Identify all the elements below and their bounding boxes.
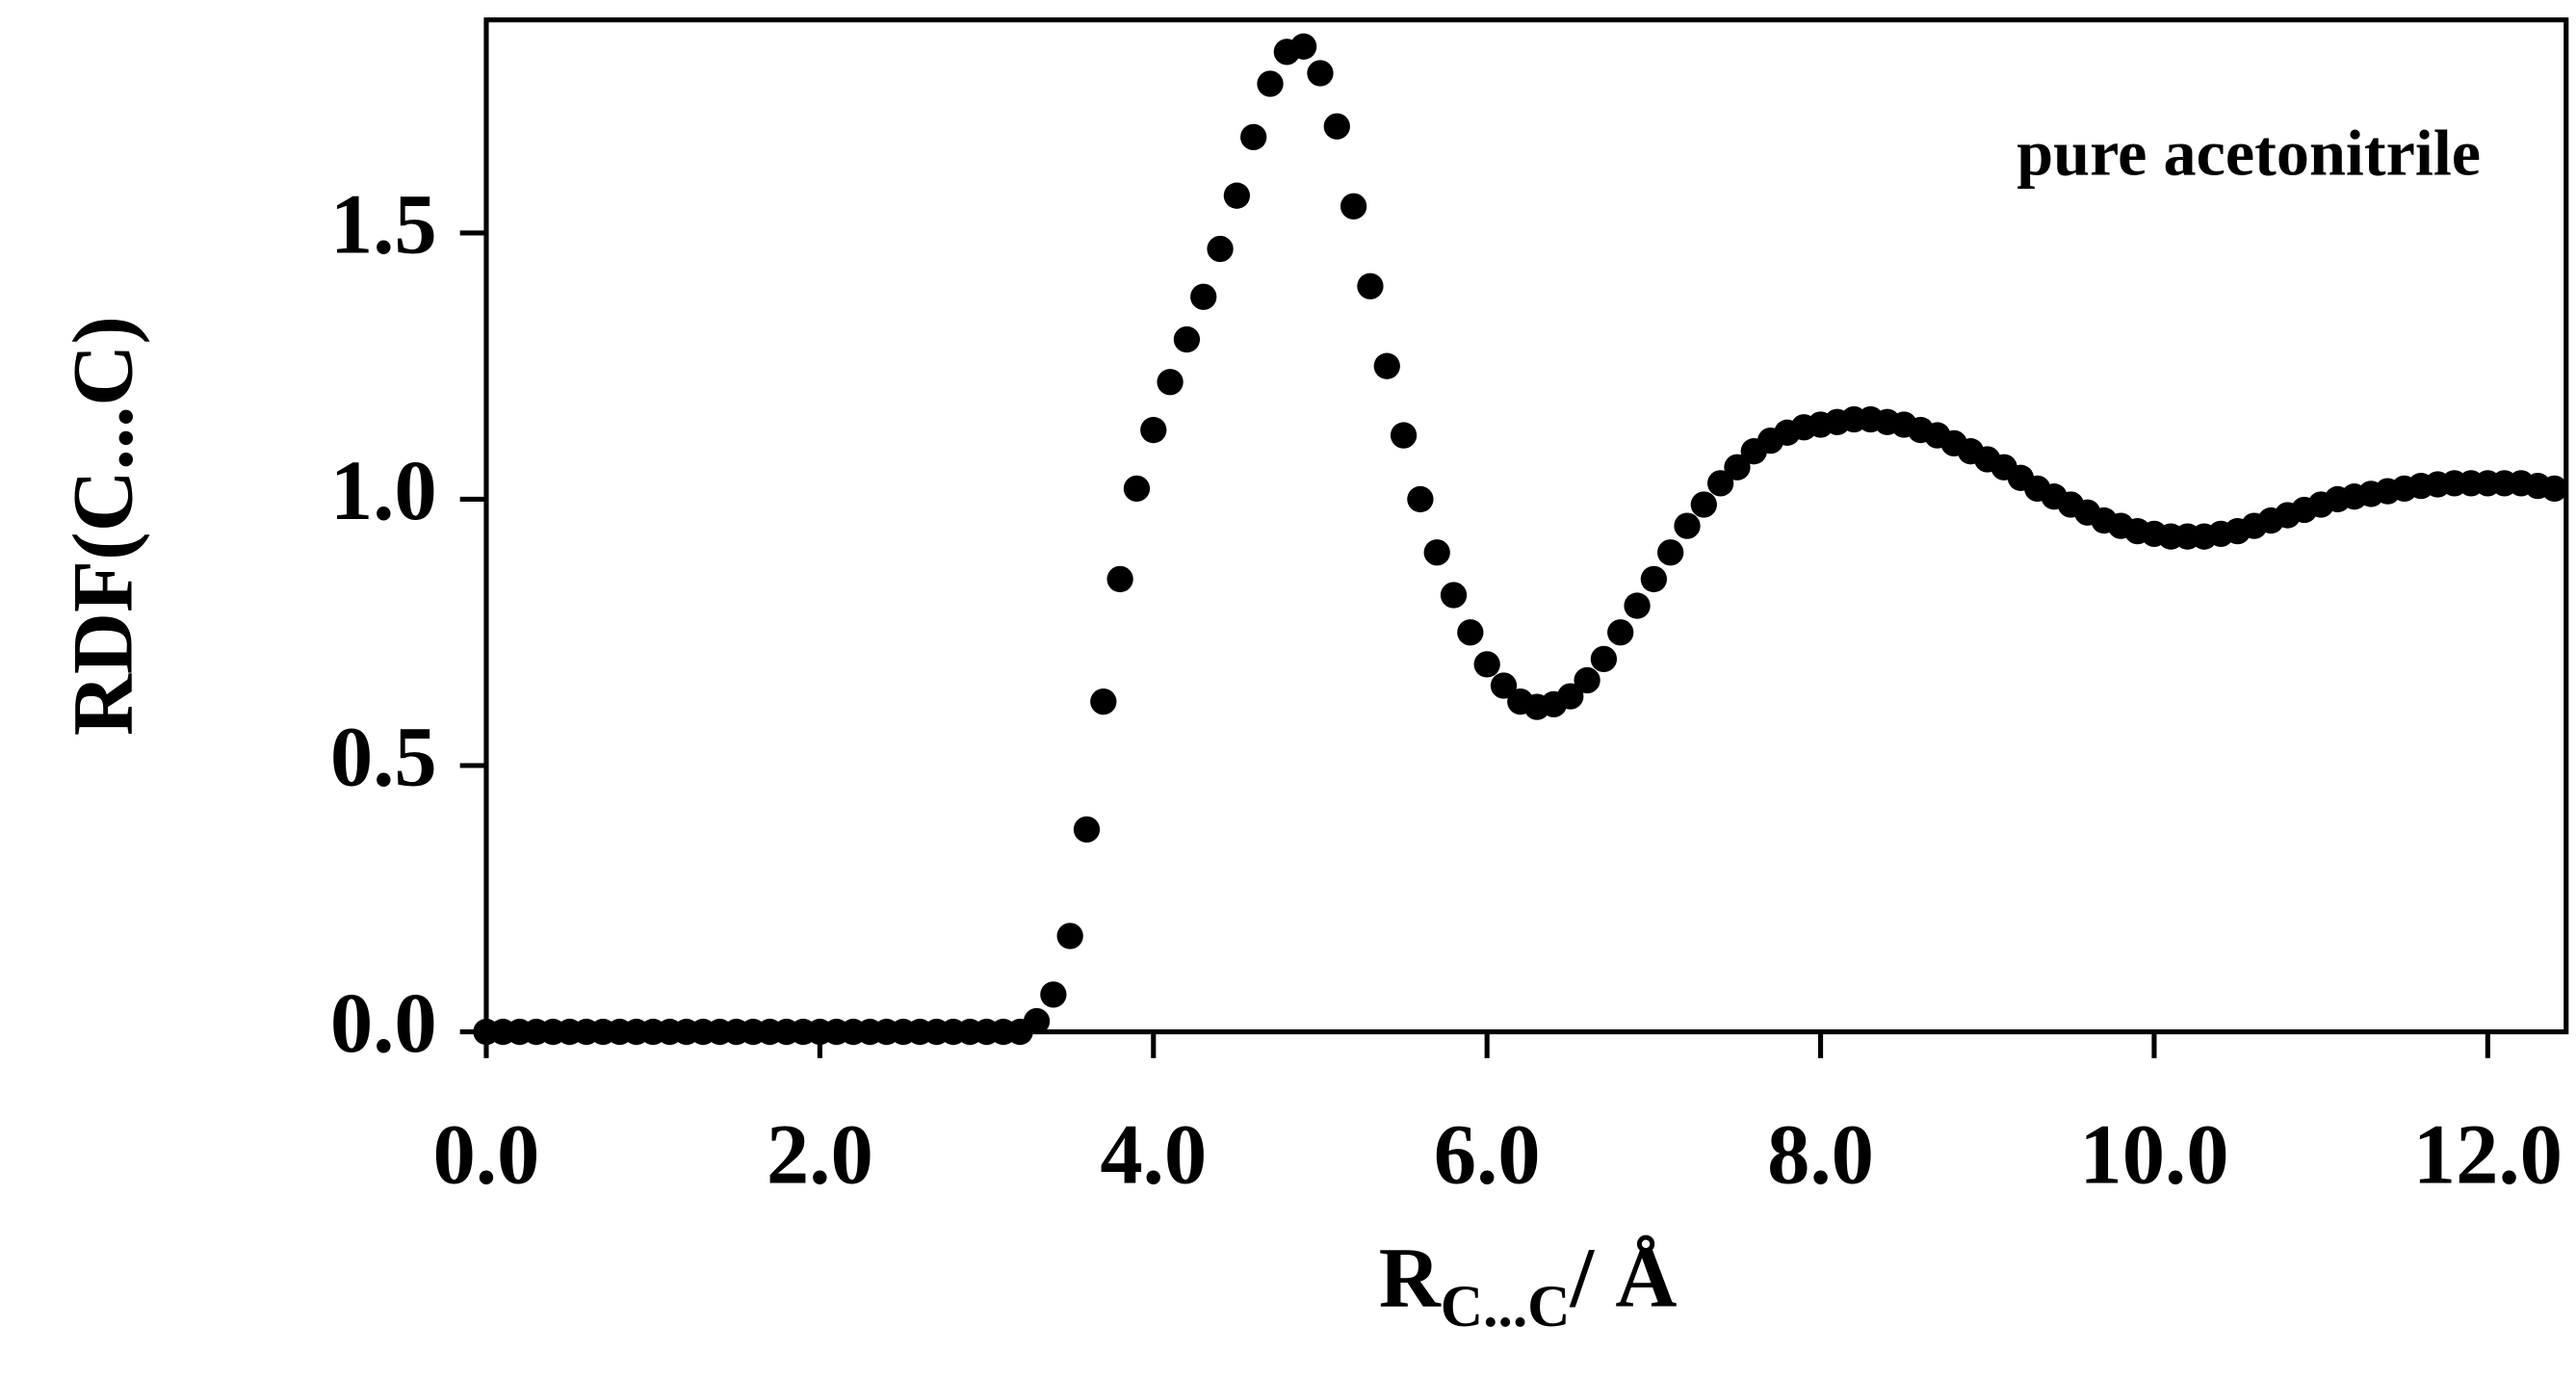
data-point: [1690, 491, 1717, 518]
x-axis-title-main: R: [1379, 1231, 1442, 1325]
data-point: [2540, 475, 2568, 503]
data-point: [1323, 113, 1350, 140]
data-point: [1373, 352, 1400, 379]
x-axis-title-subscript: C...C: [1441, 1274, 1571, 1339]
x-tick-label: 4.0: [1100, 1107, 1207, 1202]
y-tick-label: 0.5: [330, 710, 437, 804]
y-tick-label: 0.0: [330, 976, 437, 1071]
data-point: [1624, 592, 1651, 619]
x-tick-label: 12.0: [2413, 1107, 2563, 1202]
annotation: pure acetonitrile: [2017, 116, 2481, 189]
data-point: [1056, 922, 1083, 949]
data-point: [1040, 981, 1067, 1008]
data-point: [1640, 565, 1668, 593]
data-point: [1607, 619, 1634, 646]
y-tick-label: 1.0: [330, 444, 437, 538]
data-point: [1590, 645, 1618, 673]
y-tick-label: 1.5: [330, 177, 437, 272]
data-point: [1173, 325, 1201, 353]
data-point: [1223, 182, 1251, 209]
data-point: [1724, 454, 1751, 481]
data-point: [1257, 70, 1284, 97]
x-tick-label: 2.0: [767, 1107, 873, 1202]
data-point: [1090, 688, 1117, 715]
x-axis-title-unit: / Å: [1570, 1231, 1678, 1325]
data-point: [1423, 539, 1450, 566]
x-axis-title: RC...C/ Å: [1379, 1231, 1678, 1338]
data-point: [1390, 422, 1418, 449]
data-point: [1290, 33, 1317, 60]
data-point: [1106, 565, 1133, 593]
x-tick-label: 6.0: [1434, 1107, 1541, 1202]
data-point: [1023, 1007, 1051, 1035]
data-point: [1706, 470, 1734, 497]
data-point: [1240, 123, 1267, 150]
y-axis-title: RDF(C...C): [56, 316, 150, 736]
data-point: [1340, 193, 1367, 220]
data-point: [1407, 485, 1434, 513]
data-point: [1190, 283, 1217, 310]
data-point: [1123, 475, 1151, 503]
x-tick-label: 8.0: [1767, 1107, 1874, 1202]
data-point: [1557, 683, 1584, 710]
data-point: [1473, 651, 1500, 678]
data-point: [1157, 369, 1184, 396]
data-point: [1207, 235, 1234, 263]
data-point: [1073, 816, 1101, 844]
data-point: [1674, 512, 1701, 539]
data-point: [1357, 273, 1384, 299]
data-point: [1440, 582, 1468, 609]
x-tick-label: 0.0: [433, 1107, 540, 1202]
data-point: [1657, 539, 1684, 566]
data-point: [1457, 619, 1484, 646]
x-tick-label: 10.0: [2079, 1107, 2228, 1202]
data-point: [1140, 416, 1167, 444]
data-point: [1490, 672, 1518, 699]
plot-frame: [483, 17, 2569, 1035]
data-point: [1307, 60, 1334, 87]
data-point: [1574, 666, 1600, 694]
